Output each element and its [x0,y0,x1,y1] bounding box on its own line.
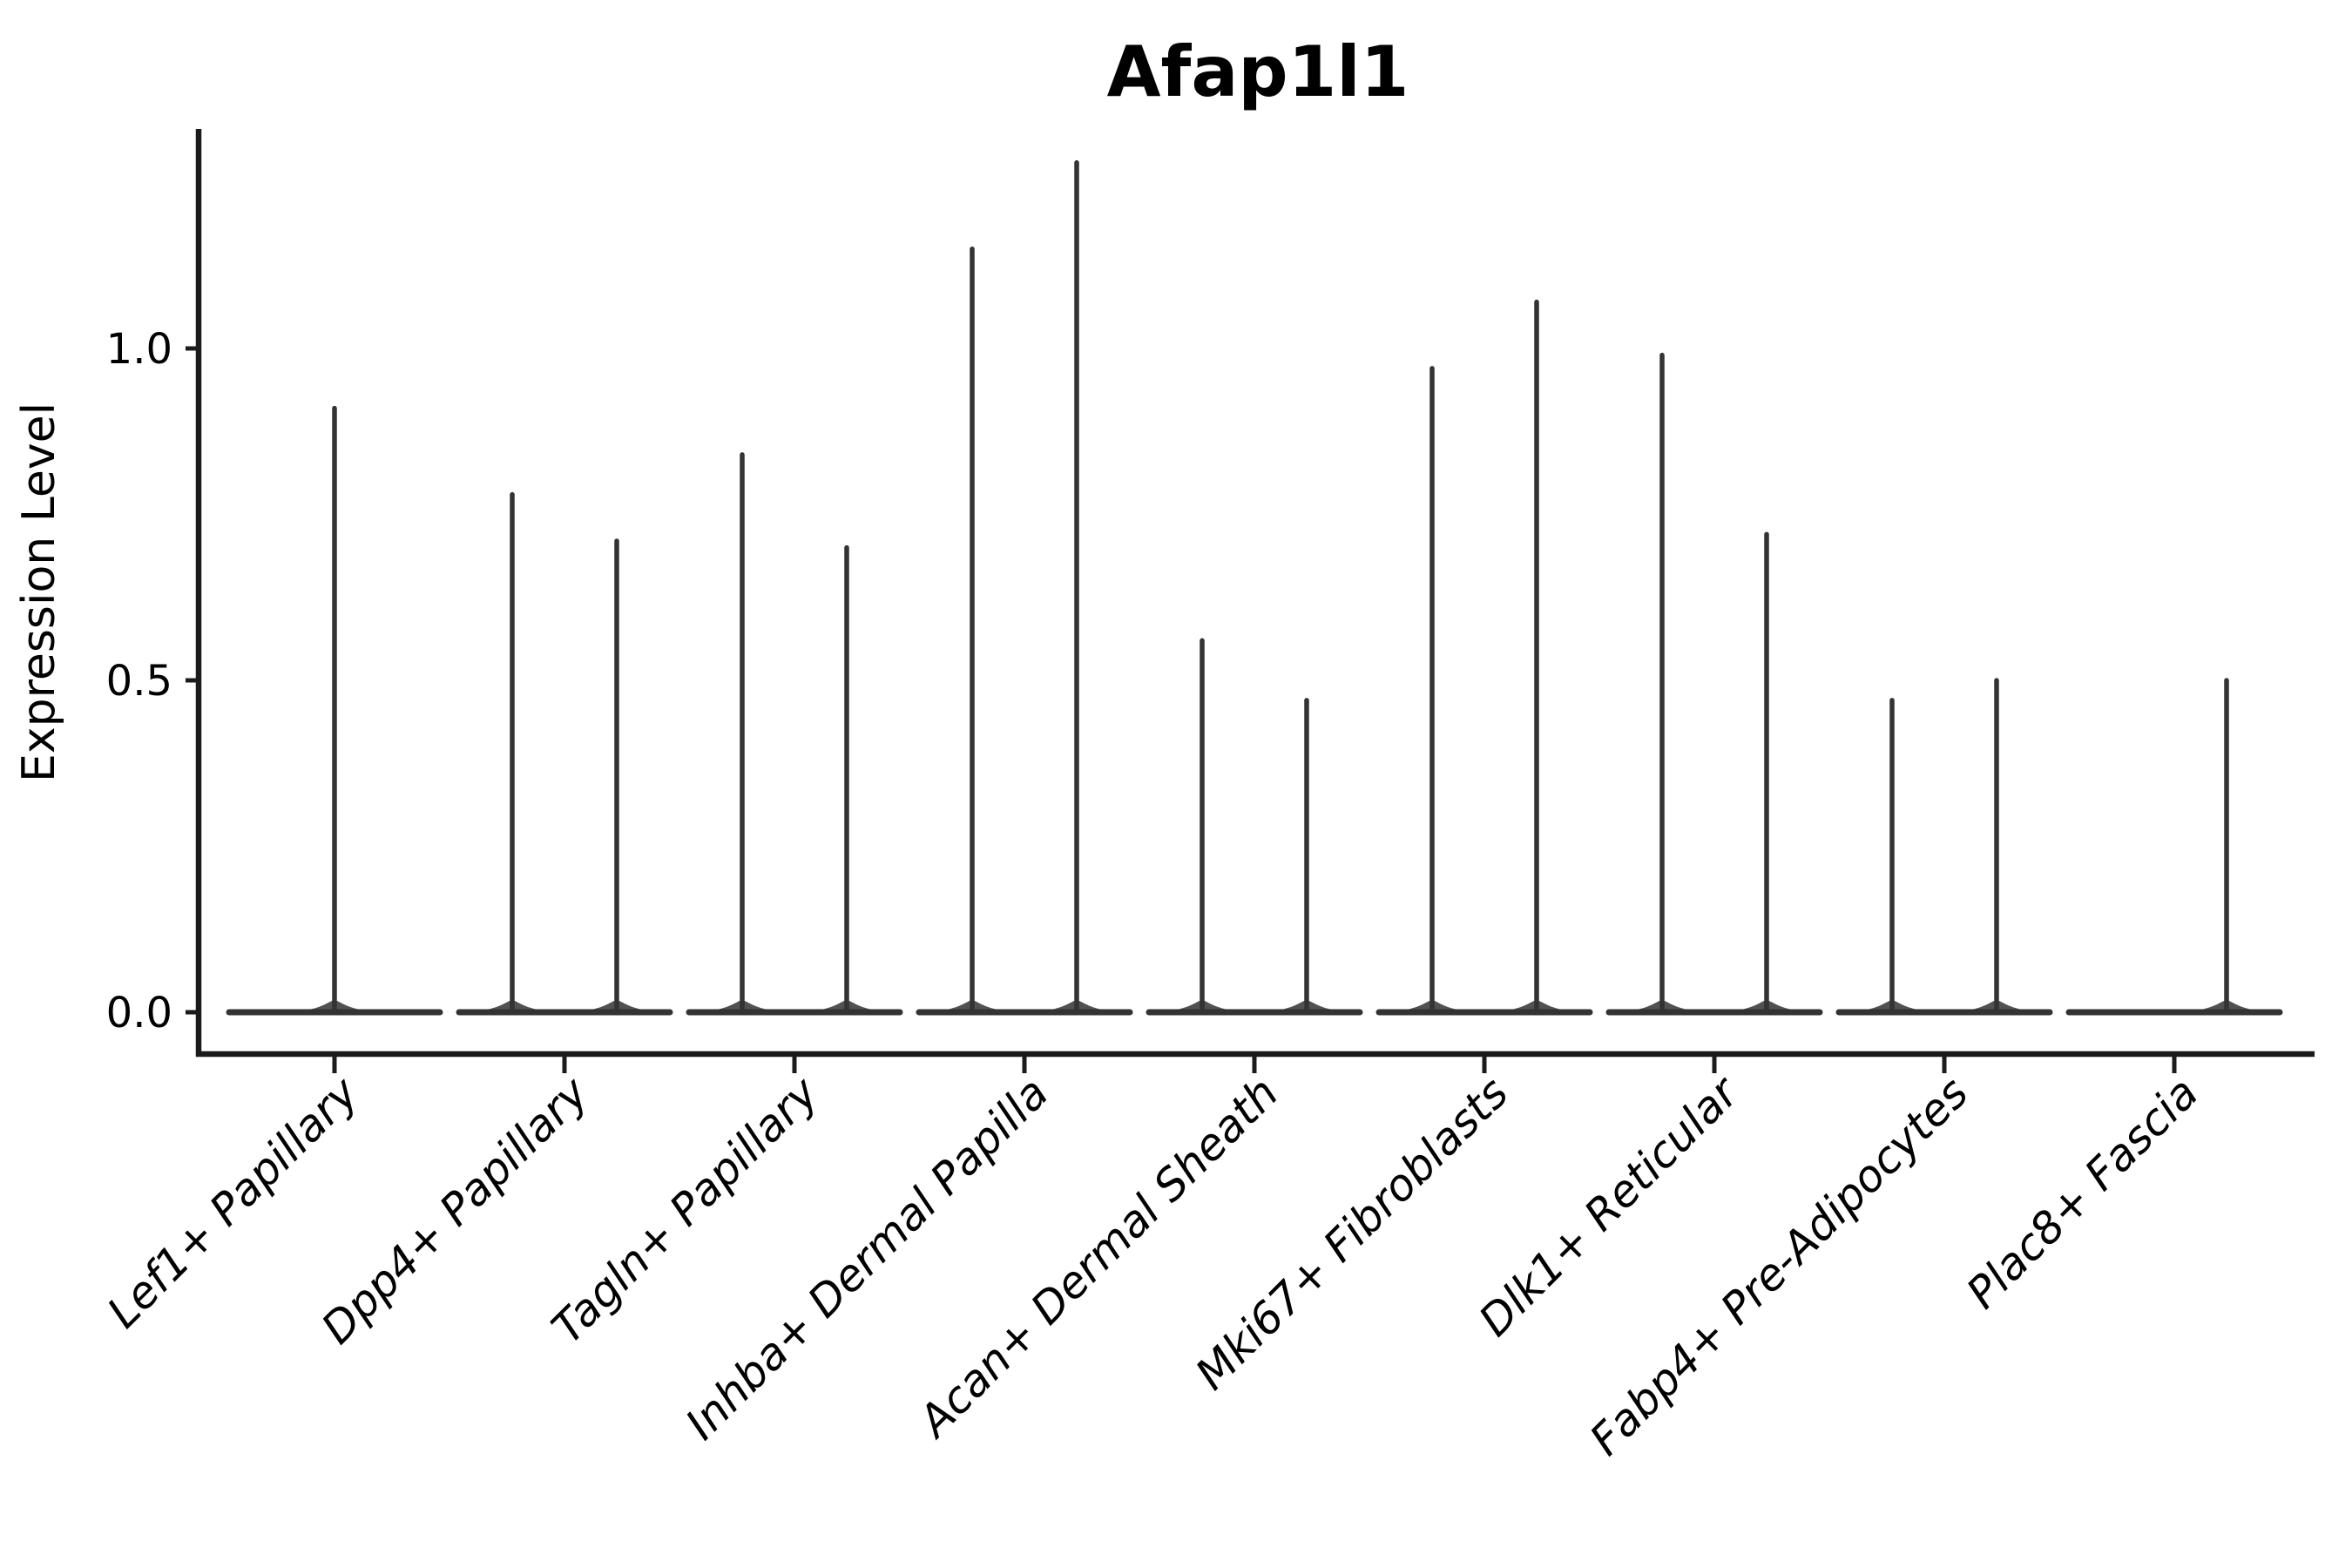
y-axis-label: Expression Level [13,402,65,782]
y-tick-label: 1.0 [106,325,172,374]
x-tick-label: Plac8+ Fascia [1957,1067,2208,1318]
y-tick-label: 0.0 [106,989,172,1037]
x-tick-label: Fabp4+ Pre-Adipocytes [1580,1067,1978,1465]
x-tick-label: Inhba+ Dermal Papilla [676,1067,1058,1449]
x-tick-label: Lef1+ Papillary [98,1066,368,1337]
y-tick-label: 0.5 [106,657,172,706]
chart-title: Afap1l1 [1107,31,1409,112]
